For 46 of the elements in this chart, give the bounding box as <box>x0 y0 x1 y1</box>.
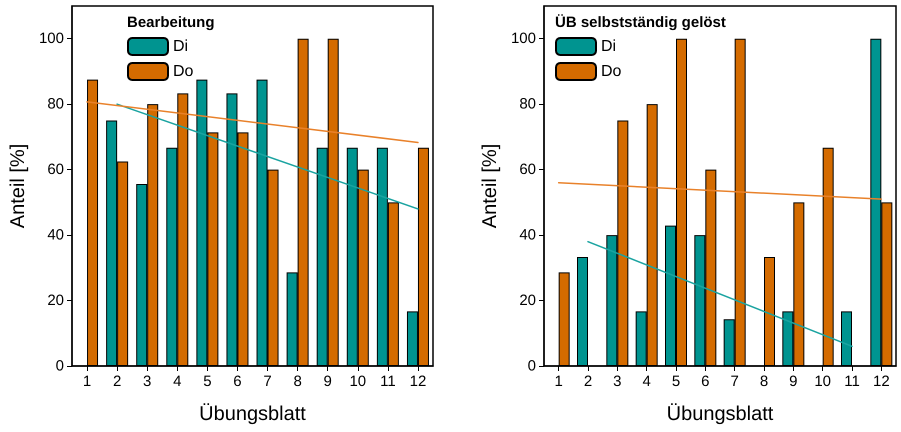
x-tick-label: 1 <box>554 373 563 390</box>
x-tick-label: 9 <box>324 373 332 390</box>
x-axis-title: Übungsblatt <box>666 403 774 425</box>
y-tick-label: 80 <box>519 96 536 113</box>
legend-label: Do <box>173 63 194 80</box>
legend-label: Di <box>173 38 188 55</box>
x-tick-label: 4 <box>642 373 651 390</box>
legend-title: ÜB selbstständig gelöst <box>555 14 726 31</box>
x-tick-label: 7 <box>263 373 272 390</box>
y-tick-label: 80 <box>47 96 64 113</box>
y-tick-label: 60 <box>47 161 64 178</box>
legend-label: Do <box>601 63 622 80</box>
legend-label: Di <box>601 38 616 55</box>
x-tick-label: 5 <box>203 373 212 390</box>
x-tick-label: 7 <box>730 373 739 390</box>
x-tick-label: 8 <box>293 373 302 390</box>
x-tick-label: 3 <box>613 373 622 390</box>
x-tick-label: 9 <box>789 373 798 390</box>
x-tick-label: 10 <box>349 373 366 390</box>
x-axis-title: Übungsblatt <box>199 403 306 425</box>
x-tick-label: 12 <box>872 373 890 390</box>
y-axis-title: Anteil [%] <box>479 144 502 228</box>
y-tick-label: 100 <box>510 30 536 48</box>
x-tick-label: 1 <box>82 373 92 390</box>
y-tick-label: 60 <box>519 161 536 178</box>
x-tick-label: 2 <box>584 373 592 390</box>
x-tick-label: 4 <box>173 373 182 390</box>
x-tick-label: 6 <box>701 373 710 390</box>
y-tick-label: 100 <box>38 30 64 48</box>
x-tick-label: 10 <box>814 373 832 390</box>
x-tick-label: 12 <box>410 373 426 390</box>
x-tick-label: 11 <box>380 373 396 390</box>
x-tick-label: 3 <box>143 373 152 390</box>
x-tick-label: 11 <box>844 373 860 390</box>
x-tick-label: 2 <box>112 373 122 390</box>
y-tick-label: 40 <box>519 226 536 244</box>
x-tick-label: 6 <box>233 373 242 390</box>
x-tick-label: 8 <box>760 373 768 390</box>
x-tick-label: 5 <box>672 373 680 390</box>
y-tick-label: 0 <box>56 358 64 374</box>
y-tick-label: 20 <box>519 292 536 310</box>
y-tick-label: 40 <box>47 226 64 244</box>
y-axis-title: Anteil [%] <box>7 144 30 228</box>
legend-title: Bearbeitung <box>127 14 215 31</box>
y-tick-label: 20 <box>47 292 64 310</box>
y-tick-label: 0 <box>528 358 536 374</box>
